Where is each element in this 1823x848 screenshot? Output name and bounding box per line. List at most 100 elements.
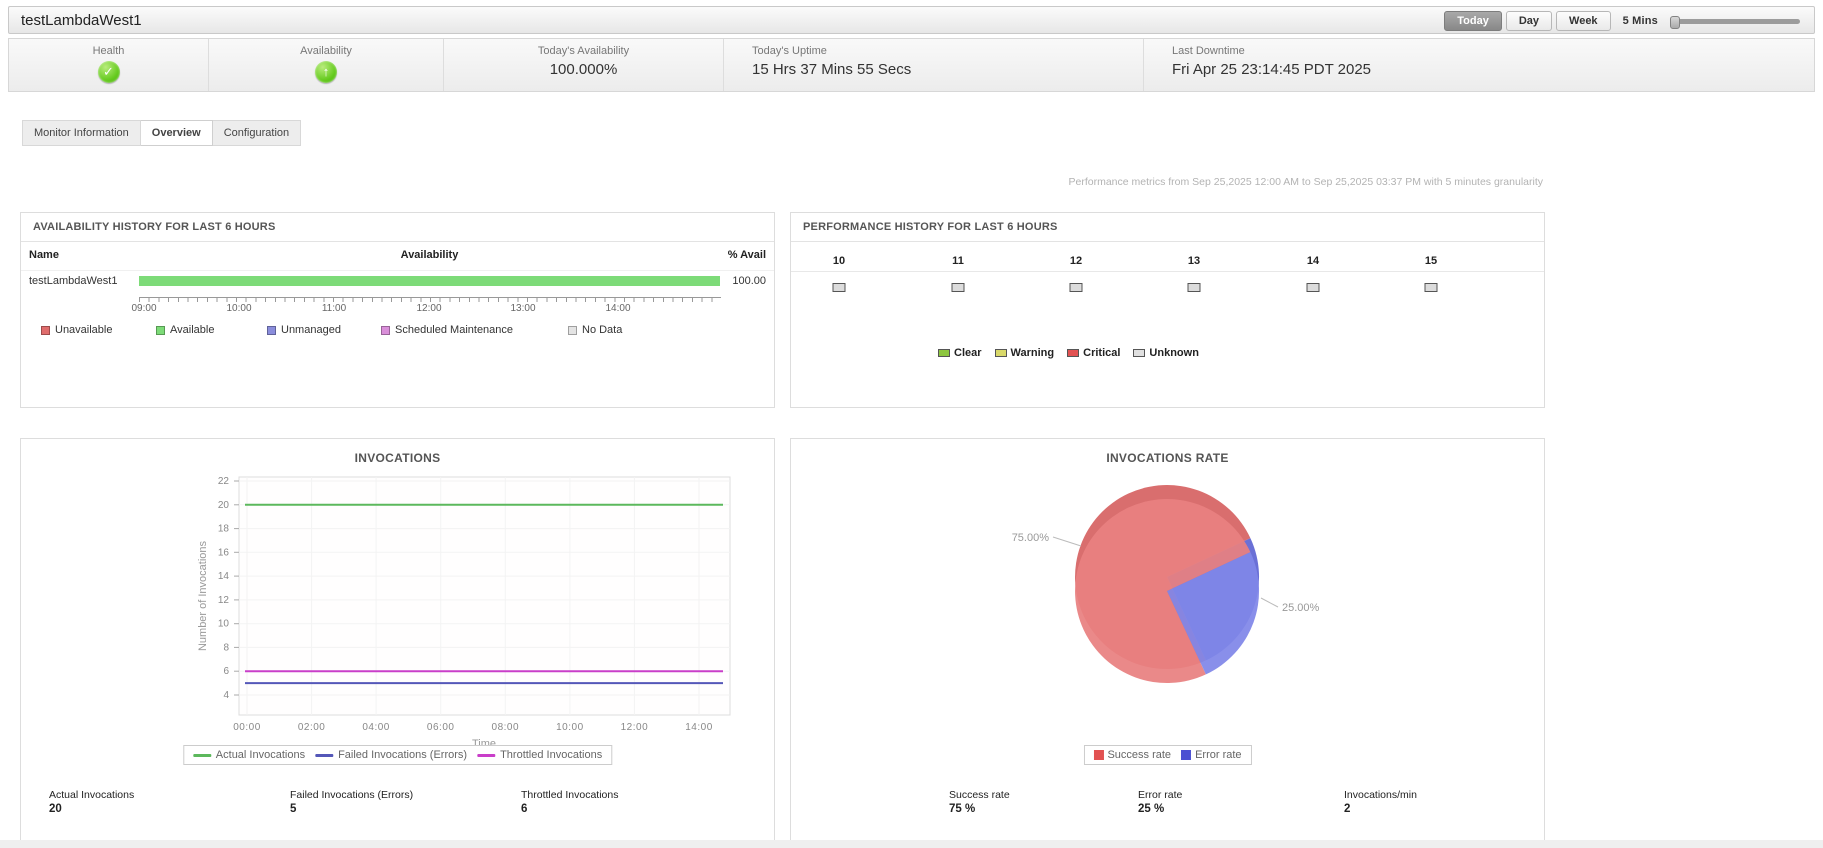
time-tick: 10:00: [226, 303, 252, 314]
status-cell-todays-uptime: Today's Uptime 15 Hrs 37 Mins 55 Secs: [724, 39, 1144, 91]
invocations-rate-chart-title: INVOCATIONS RATE: [1106, 451, 1229, 465]
stat-value: 6: [521, 803, 528, 815]
error-slice-label: 25.00%: [1282, 602, 1320, 614]
legend-item-failed-invocations: Failed Invocations (Errors): [315, 749, 467, 761]
no-data-swatch: [568, 325, 577, 335]
stat-failed-invocations: Failed Invocations (Errors) 5: [290, 789, 413, 815]
legend-item-unknown: Unknown: [1133, 347, 1199, 359]
legend-label: No Data: [582, 324, 623, 336]
svg-text:6: 6: [223, 666, 229, 677]
stat-error-rate: Error rate 25 %: [1138, 789, 1182, 815]
status-cell-health: Health ✓: [9, 39, 209, 91]
hour-label-12: 12: [1069, 255, 1083, 267]
availability-panel-title: AVAILABILITY HISTORY FOR LAST 6 HOURS: [21, 213, 774, 242]
legend-item-clear: Clear: [938, 347, 982, 359]
monitor-name-cell: testLambdaWest1: [29, 275, 118, 287]
hour-status-box-11[interactable]: [951, 283, 965, 292]
svg-text:12: 12: [218, 595, 230, 606]
range-button-week[interactable]: Week: [1556, 11, 1611, 31]
legend-item-success-rate: Success rate: [1093, 749, 1171, 761]
column-percent-avail: % Avail: [727, 249, 766, 261]
leader-line: [1260, 597, 1279, 608]
time-axis: [139, 297, 721, 302]
legend-label: Scheduled Maintenance: [395, 324, 514, 336]
legend-item-critical: Critical: [1067, 347, 1120, 359]
svg-text:8: 8: [223, 642, 229, 653]
column-name: Name: [29, 249, 59, 261]
availability-up-icon: ↑: [315, 61, 337, 83]
hour-status-box-13[interactable]: [1187, 283, 1201, 292]
granularity-slider[interactable]: [1670, 14, 1800, 29]
legend-label: Unmanaged: [281, 324, 341, 336]
legend-item-no-data: No Data: [568, 324, 622, 336]
unknown-swatch: [1133, 349, 1146, 357]
last-downtime-label: Last Downtime: [1172, 45, 1245, 57]
svg-text:14: 14: [218, 571, 230, 582]
tab-monitor-information[interactable]: Monitor Information: [22, 120, 141, 146]
unmanaged-swatch: [267, 325, 276, 335]
stat-label: Success rate: [949, 789, 1010, 801]
scheduled-maintenance-swatch: [381, 325, 390, 335]
hour-status-box-10[interactable]: [832, 283, 846, 292]
actual-invocations-swatch: [192, 753, 211, 757]
svg-text:10:00: 10:00: [556, 722, 584, 733]
todays-uptime-label: Today's Uptime: [752, 45, 827, 57]
invocations-rate-panel: INVOCATIONS RATE 75.00% 25.00% Success r…: [790, 438, 1545, 843]
svg-text:4: 4: [223, 690, 229, 701]
stat-label: Invocations/min: [1344, 789, 1417, 801]
svg-text:08:00: 08:00: [492, 722, 520, 733]
status-cell-todays-availability: Today's Availability 100.000%: [444, 39, 724, 91]
hour-status-box-15[interactable]: [1424, 283, 1438, 292]
time-tick: 12:00: [416, 303, 442, 314]
slider-track[interactable]: [1670, 19, 1800, 24]
stat-label: Throttled Invocations: [521, 789, 619, 801]
title-bar: testLambdaWest1 Today Day Week 5 Mins: [8, 6, 1815, 34]
warning-swatch: [994, 349, 1007, 357]
failed-invocations-swatch: [315, 753, 334, 757]
stat-throttled-invocations: Throttled Invocations 6: [521, 789, 618, 815]
svg-text:00:00: 00:00: [233, 722, 261, 733]
stat-value: 2: [1344, 803, 1351, 815]
status-cell-availability: Availability ↑: [209, 39, 444, 91]
todays-uptime-value: 15 Hrs 37 Mins 55 Secs: [752, 61, 912, 78]
legend-label: Available: [170, 324, 215, 336]
performance-history-panel: PERFORMANCE HISTORY FOR LAST 6 HOURS 10 …: [790, 212, 1545, 408]
legend-item-actual-invocations: Actual Invocations: [192, 749, 305, 761]
hour-status-box-12[interactable]: [1069, 283, 1083, 292]
legend-item-scheduled-maintenance: Scheduled Maintenance: [381, 324, 513, 336]
granularity-label: 5 Mins: [1622, 15, 1658, 27]
stat-actual-invocations: Actual Invocations 20: [49, 789, 134, 815]
divider: [791, 271, 1544, 272]
stat-invocations-per-min: Invocations/min 2: [1344, 789, 1417, 815]
stat-value: 75 %: [949, 803, 976, 815]
availability-bar[interactable]: [139, 276, 720, 286]
tab-overview[interactable]: Overview: [140, 120, 213, 146]
invocations-line-chart: 22 20 18 16 14 12 10 8 6 4 00:00 02:00 0…: [197, 476, 731, 750]
tab-bar: Monitor Information Overview Configurati…: [22, 120, 302, 146]
invocations-chart-title: INVOCATIONS: [354, 451, 441, 465]
time-tick: 09:00: [131, 303, 157, 314]
stat-label: Actual Invocations: [49, 789, 135, 801]
svg-text:06:00: 06:00: [427, 722, 455, 733]
availability-label: Availability: [300, 45, 352, 57]
status-bar: Health ✓ Availability ↑ Today's Availabi…: [8, 38, 1815, 92]
page-bottom-strip: [0, 840, 1823, 848]
time-tick: 14:00: [605, 303, 631, 314]
time-tick: 13:00: [510, 303, 536, 314]
legend-label: Unavailable: [55, 324, 113, 336]
hour-status-box-14[interactable]: [1306, 283, 1320, 292]
clear-swatch: [938, 349, 950, 357]
time-tick: 11:00: [321, 303, 347, 314]
range-button-today[interactable]: Today: [1444, 11, 1502, 31]
hour-label-15: 15: [1424, 255, 1438, 267]
legend-item-unmanaged: Unmanaged: [267, 324, 341, 336]
error-rate-swatch: [1181, 750, 1192, 760]
health-label: Health: [92, 45, 125, 57]
tab-configuration[interactable]: Configuration: [212, 120, 302, 146]
status-cell-last-downtime: Last Downtime Fri Apr 25 23:14:45 PDT 20…: [1144, 39, 1814, 91]
success-slice-label: 75.00%: [1012, 532, 1050, 544]
todays-availability-value: 100.000%: [549, 61, 618, 78]
range-button-day[interactable]: Day: [1505, 11, 1553, 31]
slider-handle[interactable]: [1670, 16, 1680, 29]
